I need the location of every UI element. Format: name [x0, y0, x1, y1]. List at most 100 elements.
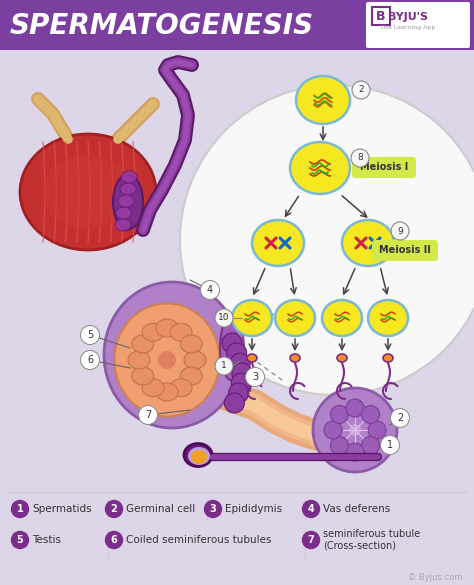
Text: 2: 2 [397, 413, 403, 423]
Ellipse shape [337, 354, 347, 362]
Circle shape [313, 388, 397, 472]
Ellipse shape [252, 220, 304, 266]
Ellipse shape [220, 315, 244, 380]
Circle shape [362, 405, 380, 424]
Circle shape [231, 373, 251, 393]
Ellipse shape [180, 335, 202, 353]
Ellipse shape [232, 300, 272, 336]
Circle shape [81, 350, 100, 370]
Circle shape [228, 383, 249, 403]
Circle shape [11, 501, 28, 518]
Text: BYJU'S: BYJU'S [388, 12, 428, 22]
Text: 7: 7 [308, 535, 314, 545]
Circle shape [215, 357, 233, 375]
Text: The Learning App: The Learning App [380, 26, 436, 30]
Text: 6: 6 [87, 355, 93, 365]
Text: 4: 4 [207, 285, 213, 295]
FancyBboxPatch shape [372, 7, 390, 25]
Circle shape [302, 501, 319, 518]
Ellipse shape [156, 319, 178, 337]
Ellipse shape [342, 220, 394, 266]
Circle shape [222, 333, 242, 353]
Circle shape [180, 85, 474, 395]
Ellipse shape [275, 300, 315, 336]
Ellipse shape [44, 154, 132, 230]
Ellipse shape [132, 367, 154, 385]
FancyBboxPatch shape [352, 157, 416, 178]
Text: Testis: Testis [32, 535, 61, 545]
Circle shape [368, 421, 386, 439]
Circle shape [330, 405, 348, 424]
Circle shape [106, 501, 122, 518]
Ellipse shape [113, 174, 143, 229]
Text: 8: 8 [357, 153, 363, 163]
Text: 2: 2 [358, 85, 364, 95]
Text: 10: 10 [218, 314, 230, 322]
Text: 5: 5 [17, 535, 23, 545]
Ellipse shape [322, 300, 362, 336]
Text: Meiosis I: Meiosis I [360, 162, 408, 172]
Text: 1: 1 [17, 504, 23, 514]
Ellipse shape [290, 142, 350, 194]
Circle shape [106, 532, 122, 549]
Circle shape [246, 367, 264, 387]
Circle shape [346, 443, 364, 461]
Text: SPERMATOGENESIS: SPERMATOGENESIS [10, 12, 314, 40]
Text: 5: 5 [87, 330, 93, 340]
Ellipse shape [383, 354, 393, 362]
Circle shape [227, 343, 246, 363]
FancyBboxPatch shape [0, 0, 474, 50]
Text: 3: 3 [252, 372, 258, 382]
Text: Vas deferens: Vas deferens [323, 504, 390, 514]
Circle shape [346, 399, 364, 417]
Text: 1: 1 [221, 362, 227, 370]
Circle shape [138, 405, 157, 425]
Circle shape [232, 363, 252, 383]
Circle shape [324, 421, 342, 439]
Text: Epididymis: Epididymis [225, 504, 282, 514]
Ellipse shape [121, 171, 137, 183]
Ellipse shape [114, 304, 220, 417]
Ellipse shape [116, 207, 132, 219]
Circle shape [352, 81, 370, 99]
Ellipse shape [368, 300, 408, 336]
Circle shape [391, 222, 409, 240]
Circle shape [11, 532, 28, 549]
Ellipse shape [184, 351, 206, 369]
Ellipse shape [191, 450, 207, 464]
Circle shape [391, 408, 410, 428]
Text: 4: 4 [308, 504, 314, 514]
Ellipse shape [128, 351, 150, 369]
Circle shape [81, 325, 100, 345]
Circle shape [351, 149, 369, 167]
Ellipse shape [184, 443, 212, 466]
Text: 1: 1 [387, 440, 393, 450]
Circle shape [349, 424, 361, 436]
Ellipse shape [120, 183, 136, 195]
Ellipse shape [158, 351, 176, 369]
Text: 2: 2 [110, 504, 118, 514]
Circle shape [224, 393, 245, 413]
Text: Germinal cell: Germinal cell [126, 504, 195, 514]
Ellipse shape [290, 354, 300, 362]
Circle shape [201, 280, 219, 300]
Text: seminiferous tubule
(Cross-section): seminiferous tubule (Cross-section) [323, 529, 420, 551]
Ellipse shape [132, 335, 154, 353]
Circle shape [381, 435, 400, 455]
Circle shape [302, 532, 319, 549]
Ellipse shape [104, 282, 240, 428]
Text: 3: 3 [210, 504, 216, 514]
Circle shape [230, 353, 250, 373]
Text: B: B [376, 9, 386, 22]
Ellipse shape [156, 383, 178, 401]
Ellipse shape [296, 76, 350, 124]
Ellipse shape [118, 195, 134, 207]
Text: © Byjus.com: © Byjus.com [408, 573, 462, 583]
Ellipse shape [170, 324, 192, 341]
Ellipse shape [20, 134, 156, 250]
Text: Spermatids: Spermatids [32, 504, 91, 514]
FancyBboxPatch shape [366, 2, 470, 48]
Ellipse shape [142, 378, 164, 397]
Ellipse shape [115, 219, 131, 231]
Circle shape [362, 436, 380, 455]
